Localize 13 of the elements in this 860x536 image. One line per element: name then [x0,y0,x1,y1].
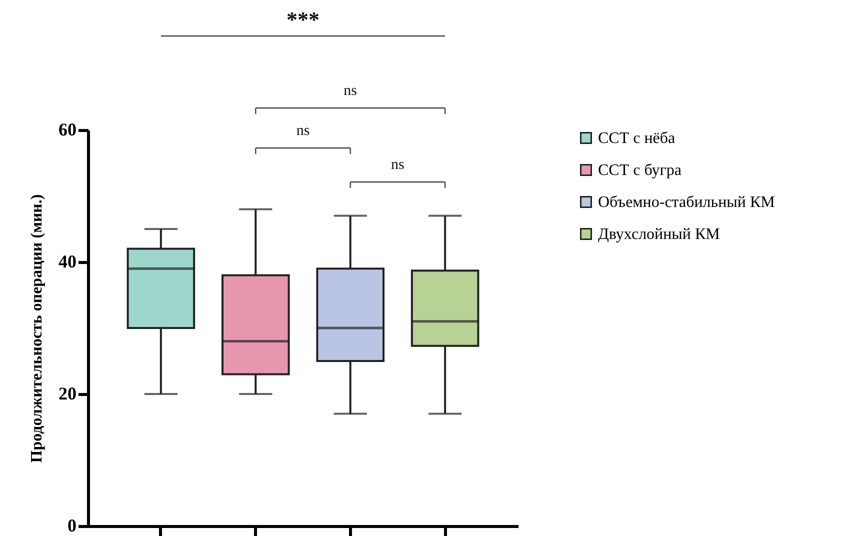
legend-label: ССТ с нёба [598,130,676,147]
annotation: ns [391,157,405,173]
text: ns [344,83,358,99]
y-tick-label: 20 [58,384,76,404]
y-tick-label: 40 [58,252,76,272]
y-tick-label: 0 [68,516,76,536]
annotation: ns [296,123,310,139]
text: *** [286,7,320,32]
legend-label: Двухслойный КМ [598,226,720,243]
y-tick-label: 60 [58,120,76,140]
y-axis-title: Продолжительность операции (мин.) [28,194,46,463]
legend-label: Объемно-стабильный КМ [598,194,775,211]
legend-label: ССТ с бугра [598,162,682,179]
